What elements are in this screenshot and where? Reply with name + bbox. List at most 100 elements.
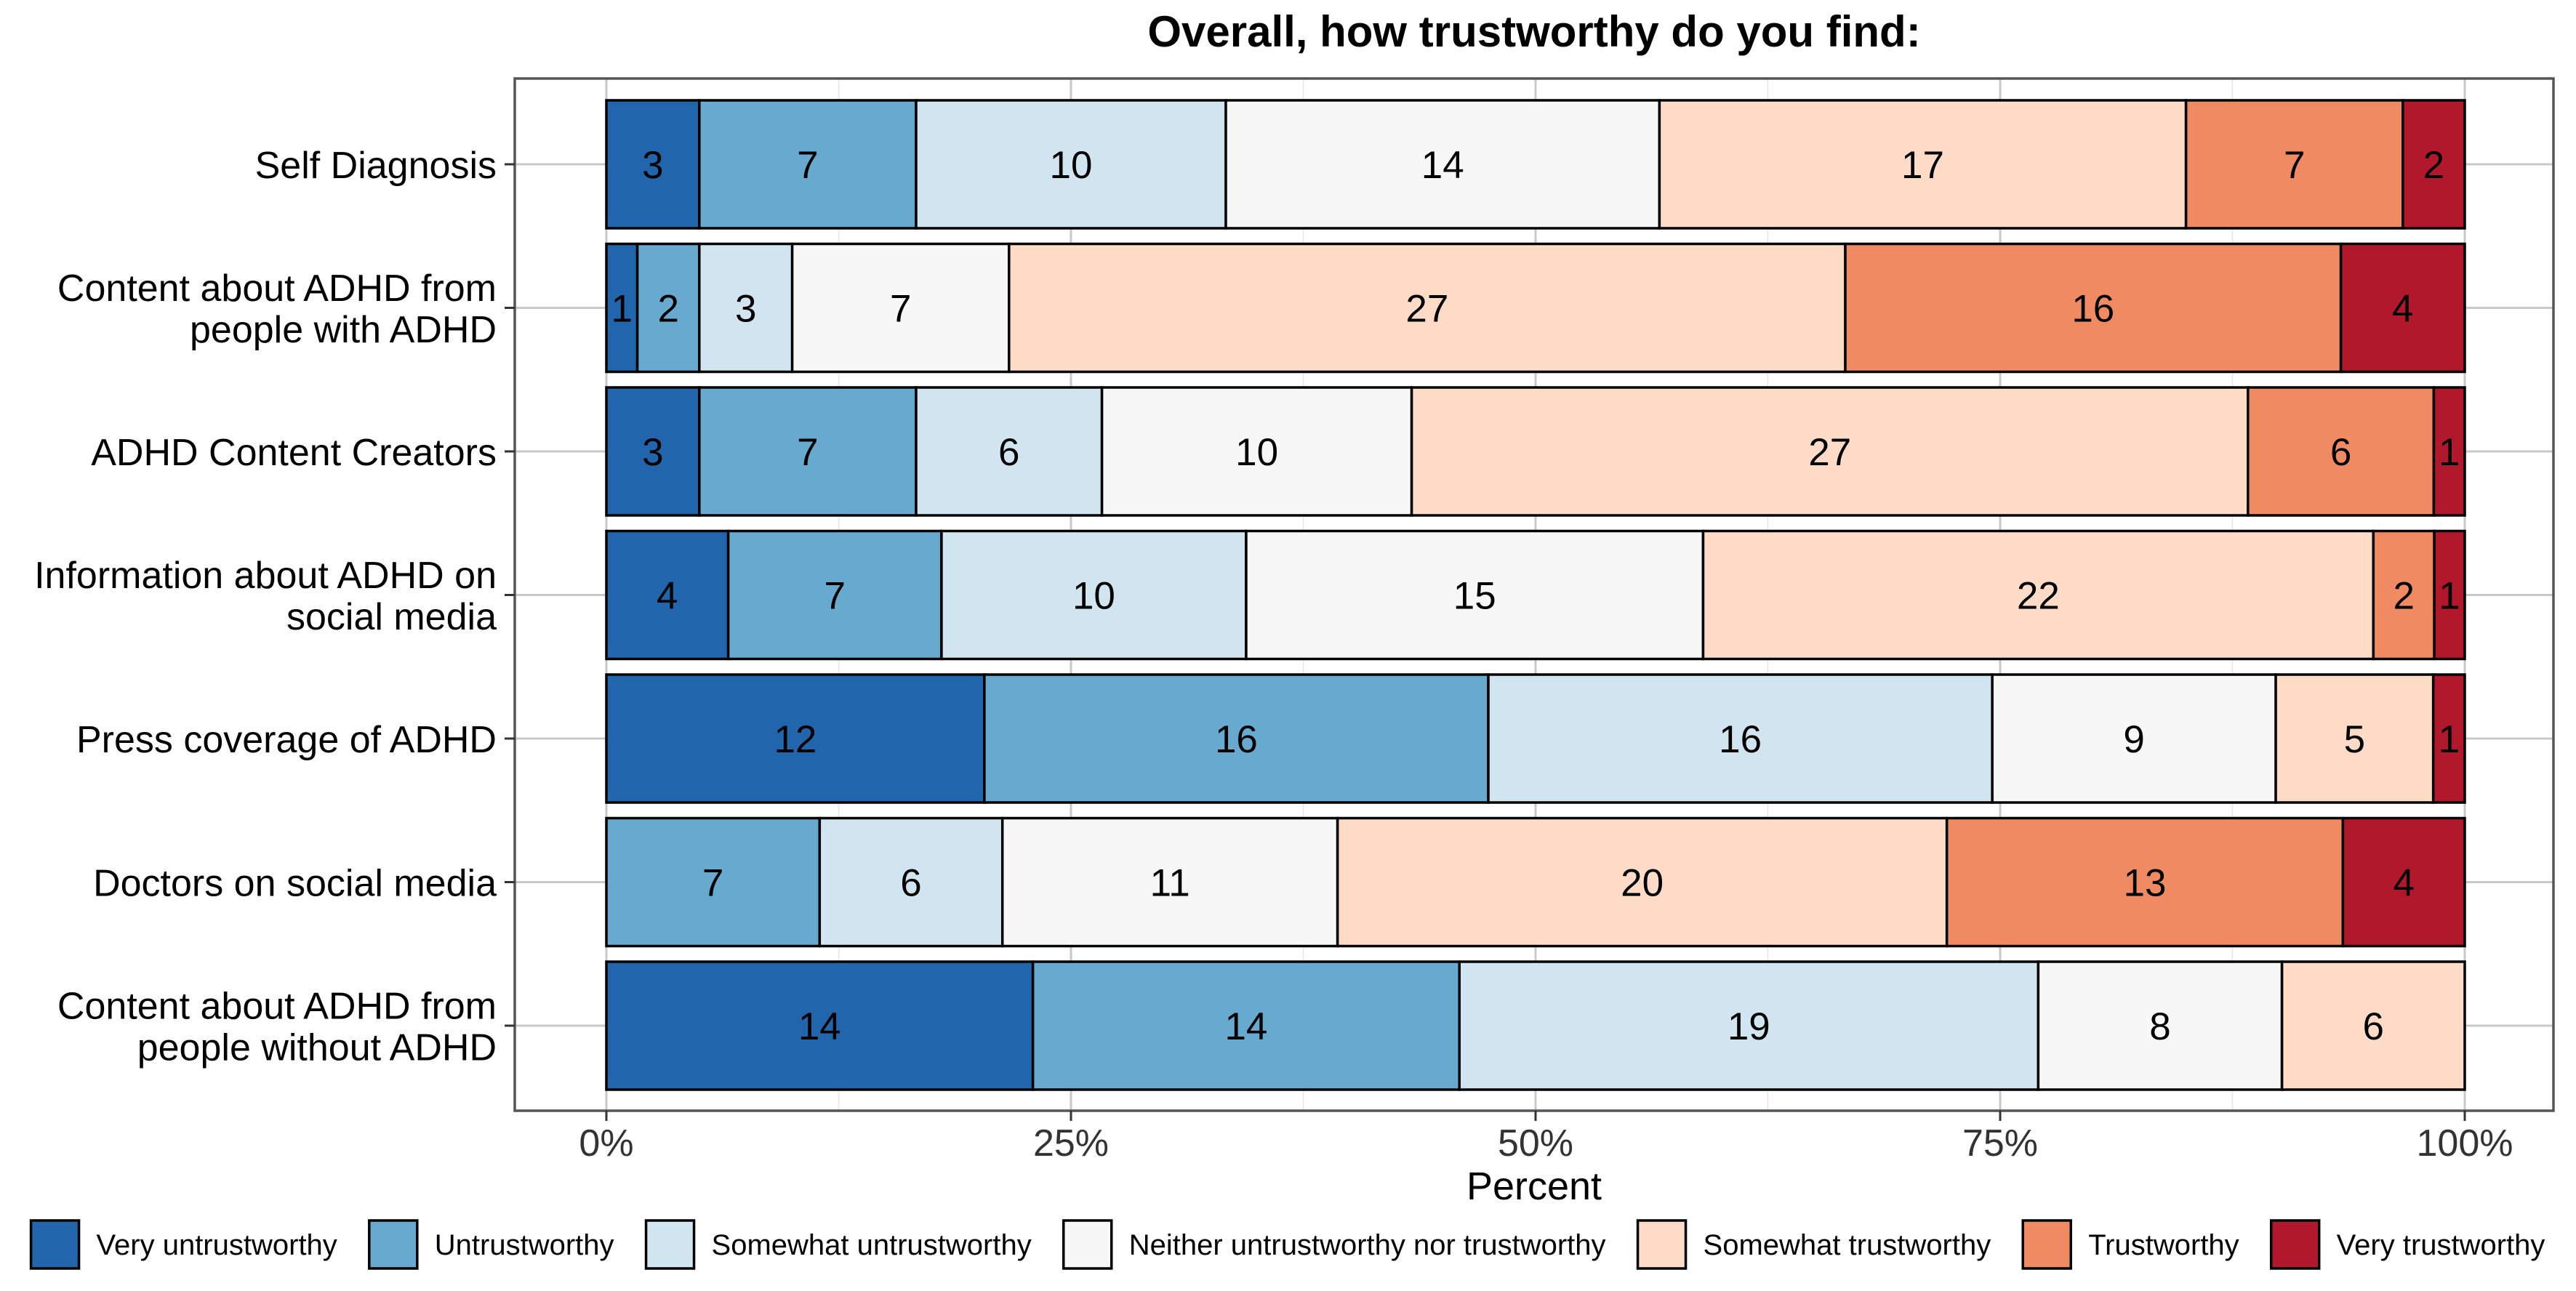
legend-label: Untrustworthy [435, 1229, 614, 1261]
bar-segment [983, 673, 1490, 804]
data-label: 14 [1421, 144, 1464, 187]
data-label: 16 [1215, 718, 1258, 761]
bar-segment [2341, 816, 2466, 948]
data-label: 20 [1621, 862, 1664, 905]
data-label: 3 [735, 288, 756, 331]
data-label: 13 [2124, 862, 2167, 905]
y-tick-label: Information about ADHD on social media [34, 555, 497, 638]
bar-segment [698, 242, 794, 374]
y-tick-label: ADHD Content Creators [91, 432, 497, 474]
data-label: 5 [2344, 718, 2365, 761]
data-label: 6 [900, 862, 921, 905]
data-label: 3 [642, 144, 663, 187]
data-label: 1 [2439, 575, 2460, 618]
data-label: 7 [702, 862, 723, 905]
bar-segment [2037, 960, 2284, 1091]
bar-segment [790, 242, 1011, 374]
data-label: 7 [797, 431, 818, 474]
data-label: 11 [1150, 862, 1190, 905]
data-label: 6 [2330, 431, 2351, 474]
bar-segment [1224, 99, 1661, 230]
data-label: 6 [998, 431, 1019, 474]
bar-segment [698, 99, 918, 230]
data-label: 10 [1235, 431, 1278, 474]
legend-key [2021, 1219, 2072, 1270]
bar-segment [605, 386, 701, 517]
data-label: 4 [2392, 288, 2413, 331]
data-label: 7 [797, 144, 818, 187]
legend-key [1636, 1219, 1688, 1270]
data-label: 1 [2439, 718, 2460, 761]
y-axis: Self Diagnosis Content about ADHD from peo… [34, 145, 515, 1069]
data-label: 7 [2284, 144, 2305, 187]
x-tick-label: 75% [1962, 1122, 2038, 1165]
x-axis-title: Percent [1466, 1165, 1602, 1208]
bar-segment [635, 242, 701, 374]
data-label: 14 [1224, 1005, 1267, 1048]
bar-segment [1701, 529, 2375, 661]
x-tick-label: 50% [1498, 1122, 1573, 1165]
bar-segment [1991, 673, 2277, 804]
bar-segment [1031, 960, 1461, 1091]
y-tick-label: Press coverage of ADHD [76, 719, 497, 761]
data-label: 6 [2363, 1005, 2384, 1048]
bar-segment [1245, 529, 1705, 661]
data-label: 10 [1050, 144, 1093, 187]
data-label: 1 [2439, 431, 2460, 474]
bar-segment [605, 816, 822, 948]
bar-segment [605, 99, 701, 230]
bar-segment [605, 242, 639, 374]
bar-segment [1458, 960, 2040, 1091]
bar-segment [1336, 816, 1949, 948]
data-label: 9 [2123, 718, 2144, 761]
bar-segment [2339, 242, 2466, 374]
bar-segment [605, 673, 986, 804]
data-label: 12 [774, 718, 816, 761]
bar-segment [726, 529, 943, 661]
chart-title: Overall, how trustworthy do you find: [1147, 7, 1920, 56]
data-label: 7 [824, 575, 846, 618]
legend-key [644, 1219, 696, 1270]
data-label: 1 [611, 288, 633, 331]
bar-segment [2274, 673, 2435, 804]
bar-segment [1487, 673, 1994, 804]
data-label: 10 [1072, 575, 1115, 618]
data-label: 7 [890, 288, 911, 331]
legend-key [2269, 1219, 2321, 1270]
legend-label: Very trustworthy [2337, 1229, 2545, 1261]
bar-segment [2372, 529, 2436, 661]
bars: 3 7 10 14 17 7 21 2 3 7 27 16 43 7 6 10 27 6 14 7 10 15 22 2 112… [605, 99, 2466, 1091]
legend-key [29, 1219, 81, 1270]
data-label: 14 [798, 1005, 841, 1048]
data-label: 4 [657, 575, 678, 618]
bar-segment [1000, 816, 1339, 948]
data-label: 4 [2393, 862, 2414, 905]
bar-segment [940, 529, 1248, 661]
y-tick-label: Doctors on social media [93, 863, 497, 905]
bar-segment [2402, 99, 2466, 230]
legend-label: Somewhat untrustworthy [712, 1229, 1032, 1261]
data-label: 22 [2017, 575, 2060, 618]
bar-segment [2433, 529, 2466, 661]
data-label: 16 [1719, 718, 1762, 761]
y-tick-label: Content about ADHD from people without AD… [57, 986, 497, 1069]
bar-segment [915, 99, 1227, 230]
bar-segment [2280, 960, 2466, 1091]
y-tick-label: Self Diagnosis [255, 145, 497, 187]
legend-key [368, 1219, 419, 1270]
x-tick-label: 100% [2417, 1122, 2513, 1165]
legend-label: Neither untrustworthy nor trustworthy [1129, 1229, 1606, 1261]
legend-label: Trustworthy [2088, 1229, 2239, 1261]
data-label: 19 [1728, 1005, 1770, 1048]
data-label: 2 [2423, 144, 2444, 187]
data-label: 3 [642, 431, 663, 474]
data-label: 16 [2071, 288, 2114, 331]
x-axis: 0% 25% 50% 75% 100% [579, 1111, 2513, 1165]
y-tick-label: Content about ADHD from people with ADHD [57, 268, 497, 351]
x-tick-label: 25% [1033, 1122, 1109, 1165]
bar-segment [1945, 816, 2345, 948]
bar-segment [2247, 386, 2436, 517]
data-label: 17 [1901, 144, 1944, 187]
